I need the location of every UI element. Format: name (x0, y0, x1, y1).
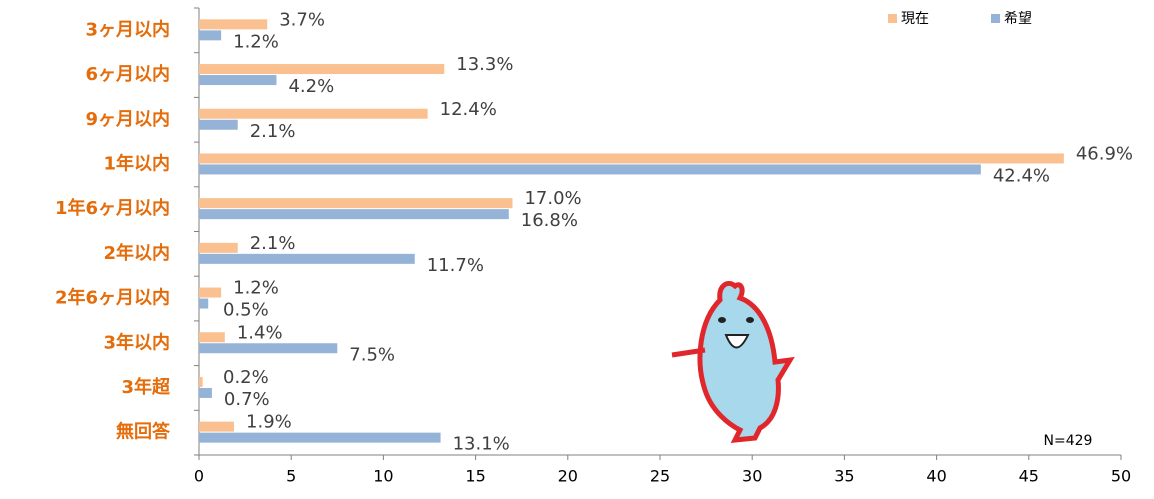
x-tick-label: 35 (834, 467, 854, 486)
value-label: 42.4% (993, 165, 1050, 186)
x-tick-label: 45 (1019, 467, 1039, 486)
mascot (672, 284, 790, 440)
category-label: 3ヶ月以内 (85, 18, 170, 40)
value-label: 1.2% (233, 278, 279, 299)
x-tick-label: 40 (926, 467, 946, 486)
legend-label: 現在 (901, 11, 929, 27)
value-label: 0.7% (224, 389, 270, 410)
value-label: 1.2% (233, 31, 279, 52)
legend-swatch (991, 14, 1000, 23)
value-label: 46.9% (1076, 143, 1133, 164)
x-tick-label: 15 (465, 467, 485, 486)
chart: N=429 051015202530354045503ヶ月以内3.7%1.2%6… (0, 0, 1154, 495)
bar (199, 164, 981, 174)
bar (199, 254, 415, 264)
category-label: 無回答 (116, 421, 171, 443)
bar (199, 343, 337, 353)
category-label: 3年以内 (103, 331, 170, 353)
bar (199, 433, 441, 443)
value-label: 17.0% (524, 188, 581, 209)
x-tick-label: 5 (286, 467, 296, 486)
bar (199, 288, 221, 298)
value-label: 1.4% (237, 322, 283, 343)
category-label: 1年以内 (103, 152, 170, 174)
bar (199, 153, 1064, 163)
bar (199, 75, 276, 85)
annotation: N=429 (1044, 433, 1093, 449)
category-label: 9ヶ月以内 (85, 108, 170, 130)
category-label: 2年以内 (103, 242, 170, 264)
bar (199, 209, 509, 219)
bar (199, 422, 234, 432)
x-tick-label: 10 (373, 467, 393, 486)
value-label: 4.2% (288, 76, 334, 97)
legend-swatch (888, 14, 897, 23)
x-tick-label: 20 (558, 467, 578, 486)
bar (199, 332, 225, 342)
category-label: 6ヶ月以内 (85, 63, 170, 85)
x-tick-label: 0 (194, 467, 204, 486)
value-label: 1.9% (246, 412, 292, 433)
value-label: 12.4% (440, 99, 497, 120)
bar (199, 299, 208, 309)
category-label: 3年超 (121, 376, 171, 398)
bar (199, 30, 221, 40)
value-label: 13.1% (453, 434, 510, 455)
x-tick-label: 25 (650, 467, 670, 486)
x-tick-label: 30 (742, 467, 762, 486)
value-label: 3.7% (279, 9, 325, 30)
bar (199, 198, 512, 208)
bar (199, 19, 267, 29)
bar (199, 109, 428, 119)
x-tick-label: 50 (1111, 467, 1131, 486)
bar (199, 388, 212, 398)
value-label: 2.1% (250, 233, 296, 254)
value-label: 11.7% (427, 255, 484, 276)
bar (199, 64, 444, 74)
mascot-eye (746, 317, 754, 323)
value-label: 0.5% (223, 300, 269, 321)
category-label: 1年6ヶ月以内 (55, 197, 170, 219)
bar (199, 120, 238, 130)
mascot-eye (718, 317, 726, 323)
legend-label: 希望 (1004, 11, 1032, 27)
value-label: 0.2% (223, 367, 269, 388)
value-label: 16.8% (521, 210, 578, 231)
category-label: 2年6ヶ月以内 (55, 287, 170, 309)
value-label: 13.3% (456, 54, 513, 75)
value-label: 7.5% (349, 344, 395, 365)
bar (199, 243, 238, 253)
bar (199, 377, 203, 387)
mascot-body (700, 284, 790, 440)
value-label: 2.1% (250, 121, 296, 142)
